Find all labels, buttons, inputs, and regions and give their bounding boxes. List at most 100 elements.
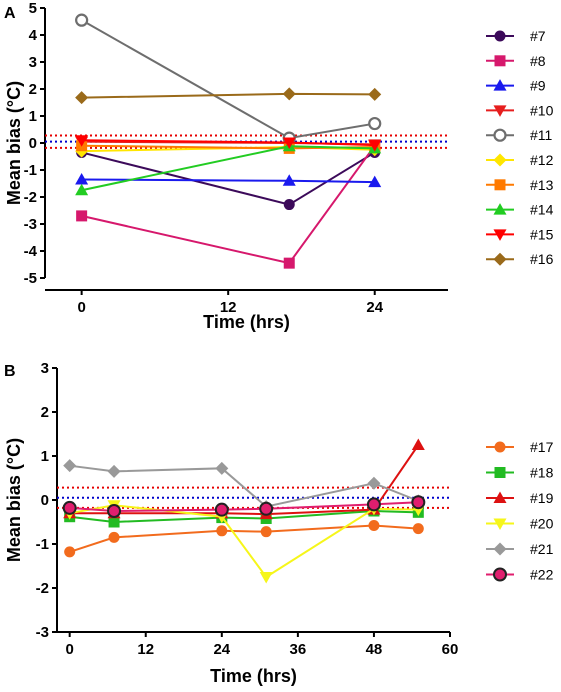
legend-item: #17: [486, 439, 554, 455]
legend-item: #10: [486, 102, 554, 118]
data-point: [214, 502, 229, 517]
data-point: [107, 504, 122, 518]
data-point: [283, 199, 295, 211]
data-point: [282, 87, 296, 101]
data-point: [282, 174, 296, 186]
series-line: [69, 524, 419, 553]
legend-label: #19: [530, 490, 554, 506]
legend-label: #11: [530, 127, 553, 143]
data-point: [367, 476, 381, 490]
legend-label: #22: [530, 567, 554, 583]
legend-item: #13: [486, 177, 554, 193]
y-tick-label: -4: [24, 243, 38, 260]
y-tick-label: -2: [36, 580, 49, 597]
legend-marker: [493, 153, 507, 167]
series-line: [81, 92, 375, 99]
legend-marker: [494, 467, 506, 478]
legend-label: #17: [530, 439, 554, 455]
y-tick-label: 2: [29, 81, 37, 98]
legend-label: #9: [530, 78, 546, 94]
series-22: [62, 495, 426, 518]
data-point: [108, 516, 120, 528]
series-16: [75, 87, 382, 105]
legend-item: #11: [486, 127, 553, 143]
panel-label-b: B: [4, 363, 16, 380]
legend-label: #7: [530, 28, 546, 44]
x-tick-label: 24: [366, 299, 383, 316]
data-point: [259, 572, 273, 584]
legend-label: #18: [530, 465, 554, 481]
legend-marker: [493, 518, 507, 530]
series-line: [69, 501, 419, 513]
data-point: [76, 210, 88, 222]
legend-label: #8: [530, 53, 546, 69]
legend-label: #21: [530, 541, 554, 557]
data-point: [259, 501, 274, 516]
y-tick-label: 1: [41, 448, 49, 465]
legend-item: #9: [486, 78, 546, 94]
data-point: [75, 91, 89, 105]
y-tick-label: -1: [24, 162, 37, 179]
legend-item: #8: [486, 53, 546, 69]
data-point: [412, 523, 424, 535]
series-line: [81, 151, 376, 206]
y-tick-label: -3: [36, 624, 49, 641]
x-axis-title: Time (hrs): [203, 312, 290, 332]
y-tick-label: 2: [41, 404, 49, 421]
y-tick-label: 0: [29, 135, 37, 152]
legend-item: #22: [486, 567, 554, 583]
x-tick-label: 24: [213, 641, 230, 658]
legend: #17 #18 #19 #20 #21 #22: [486, 439, 554, 583]
data-point: [368, 520, 380, 532]
legend-label: #13: [530, 177, 554, 193]
legend: #7 #8 #9 #10 #11 #12 #13 #14 #15 #16: [486, 28, 554, 267]
legend-label: #12: [530, 152, 554, 168]
y-tick-label: -5: [24, 270, 37, 287]
data-point: [283, 257, 295, 269]
y-tick-label: 3: [41, 360, 49, 377]
series-15: [75, 135, 382, 152]
data-point: [75, 13, 89, 27]
legend-marker: [493, 542, 507, 556]
legend-item: #14: [486, 202, 554, 218]
legend-marker: [493, 203, 507, 215]
data-point: [368, 87, 382, 101]
series-line: [81, 19, 375, 140]
series-9: [75, 172, 382, 188]
x-tick-label: 12: [220, 299, 237, 316]
y-tick-label: 3: [29, 54, 37, 71]
legend-label: #10: [530, 102, 554, 118]
data-point: [107, 464, 121, 478]
data-point: [260, 526, 272, 538]
legend-label: #14: [530, 202, 554, 218]
x-tick-label: 12: [137, 641, 154, 658]
data-point: [216, 525, 228, 537]
series-line: [69, 504, 419, 579]
legend-label: #16: [530, 251, 554, 267]
legend-label: #15: [530, 226, 554, 242]
data-point: [282, 137, 296, 149]
legend-marker: [494, 55, 506, 67]
legend-marker: [493, 128, 507, 142]
legend-marker: [493, 105, 507, 117]
legend-item: #12: [486, 152, 554, 168]
y-tick-label: -2: [24, 189, 37, 206]
legend-marker: [493, 252, 507, 266]
legend-marker: [494, 441, 506, 453]
data-point: [215, 461, 229, 475]
legend-item: #7: [486, 28, 546, 44]
legend-item: #15: [486, 226, 554, 242]
x-tick-label: 0: [66, 641, 74, 658]
data-point: [368, 140, 382, 152]
legend-marker: [494, 30, 506, 42]
legend-marker: [494, 179, 506, 191]
series-17: [64, 520, 424, 558]
legend-label: #20: [530, 516, 554, 532]
x-tick-label: 0: [77, 299, 85, 316]
legend-item: #16: [486, 251, 554, 267]
data-point: [368, 116, 382, 131]
legend-marker: [493, 567, 507, 582]
